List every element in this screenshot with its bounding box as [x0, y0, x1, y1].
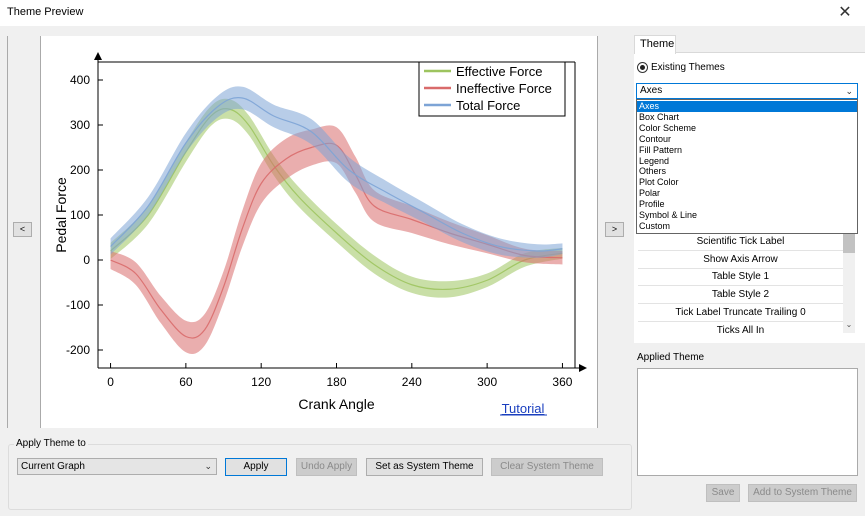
- x-tick-label: 120: [251, 375, 271, 389]
- applied-theme-label: Applied Theme: [637, 352, 705, 363]
- theme-list-item[interactable]: Table Style 1: [638, 268, 843, 287]
- dropdown-option[interactable]: Legend: [639, 155, 670, 166]
- theme-list: Scientific Tick Label Show Axis Arrow Tabl…: [638, 233, 843, 333]
- dropdown-option[interactable]: Contour: [639, 133, 672, 144]
- theme-list-item[interactable]: Tick Label Truncate Trailing 0: [638, 304, 843, 322]
- dropdown-option[interactable]: Color Scheme: [639, 122, 697, 133]
- apply-target-select[interactable]: Current Graph ⌄: [17, 458, 217, 475]
- graph-preview: 0 60 120 180 240 300 360 -200 -100 0 100 200 300 400 C…: [40, 36, 598, 428]
- x-tick-label: 300: [477, 375, 497, 389]
- clear-system-theme-button[interactable]: Clear System Theme: [491, 458, 603, 476]
- dropdown-option[interactable]: Symbol & Line: [639, 210, 698, 220]
- x-tick-label: 180: [326, 375, 346, 389]
- scroll-down-icon[interactable]: ⌄: [845, 320, 853, 329]
- y-tick-label: 300: [70, 118, 90, 132]
- radio-dot-icon: [640, 65, 645, 70]
- theme-category-select[interactable]: Axes ⌄: [636, 83, 858, 99]
- chevron-down-icon: ⌄: [845, 86, 853, 96]
- dropdown-option[interactable]: Custom: [639, 220, 671, 231]
- dropdown-option[interactable]: Polar: [639, 188, 661, 199]
- y-tick-label: -200: [66, 343, 90, 357]
- theme-category-value: Axes: [640, 85, 663, 96]
- dropdown-option[interactable]: Plot Color: [639, 177, 679, 188]
- x-tick-label: 240: [402, 375, 422, 389]
- theme-list-item[interactable]: Scientific Tick Label: [638, 233, 843, 251]
- theme-list-item[interactable]: Table Style 2: [638, 286, 843, 305]
- y-tick-label: 0: [83, 253, 90, 267]
- theme-list-item[interactable]: Show Axis Arrow: [638, 251, 843, 269]
- legend-label: Ineffective Force: [456, 81, 552, 96]
- x-tick-label: 360: [552, 375, 572, 389]
- tutorial-link[interactable]: Tutorial: [502, 401, 545, 416]
- save-button[interactable]: Save: [706, 484, 740, 502]
- apply-theme-label: Apply Theme to: [14, 438, 88, 449]
- tab-strip: [634, 35, 865, 53]
- y-tick-label: 100: [70, 208, 90, 222]
- tab-theme[interactable]: Theme: [634, 35, 676, 54]
- dropdown-option[interactable]: Fill Pattern: [639, 144, 683, 155]
- x-axis-arrow-icon: [579, 364, 587, 372]
- dropdown-option[interactable]: Axes: [637, 101, 857, 112]
- x-axis-label: Crank Angle: [298, 396, 374, 412]
- applied-theme-box: [637, 368, 858, 476]
- series-band: [110, 125, 563, 355]
- dropdown-option[interactable]: Profile: [639, 199, 665, 210]
- next-theme-button[interactable]: >: [605, 222, 624, 237]
- theme-list-item[interactable]: Ticks All In: [638, 322, 843, 334]
- y-axis-label: Pedal Force: [53, 177, 69, 253]
- legend-label: Effective Force: [456, 64, 542, 79]
- theme-category-dropdown: Axes Box Chart Color Scheme Contour Fill Pat…: [636, 99, 858, 234]
- existing-themes-label: Existing Themes: [651, 62, 725, 73]
- dropdown-option[interactable]: Box Chart: [639, 111, 680, 122]
- y-tick-label: -100: [66, 298, 90, 312]
- x-tick-label: 60: [179, 375, 193, 389]
- undo-apply-button[interactable]: Undo Apply: [296, 458, 357, 476]
- legend-label: Total Force: [456, 98, 520, 113]
- prev-theme-button[interactable]: <: [13, 222, 32, 237]
- chevron-down-icon: ⌄: [204, 461, 212, 471]
- series-line: [110, 97, 563, 252]
- x-tick-label: 0: [107, 375, 114, 389]
- scrollbar-thumb[interactable]: [843, 233, 855, 253]
- close-icon[interactable]: ✕: [838, 4, 852, 21]
- apply-target-value: Current Graph: [21, 461, 85, 472]
- apply-button[interactable]: Apply: [225, 458, 287, 476]
- window-title: Theme Preview: [7, 6, 84, 18]
- set-as-system-theme-button[interactable]: Set as System Theme: [366, 458, 483, 476]
- title-bar: [0, 0, 865, 26]
- theme-list-scrollbar[interactable]: [843, 233, 855, 333]
- y-tick-label: 400: [70, 73, 90, 87]
- add-to-system-theme-button[interactable]: Add to System Theme: [748, 484, 857, 502]
- apply-theme-group: [8, 444, 632, 510]
- dropdown-option[interactable]: Others: [639, 166, 667, 177]
- line-chart: 0 60 120 180 240 300 360 -200 -100 0 100 200 300 400 C…: [53, 52, 587, 416]
- y-axis-arrow-icon: [94, 52, 102, 60]
- y-tick-label: 200: [70, 163, 90, 177]
